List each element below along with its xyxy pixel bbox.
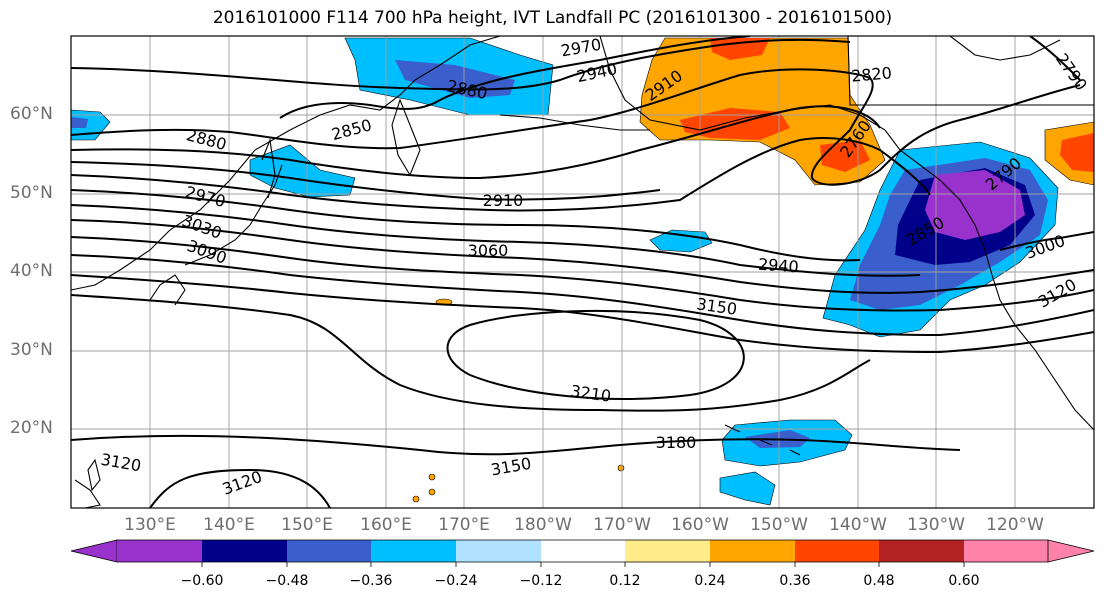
colorbar-swatch: [710, 540, 795, 562]
colorbar-swatch: [456, 540, 541, 562]
lon-label: 140°W: [829, 515, 887, 535]
height-contours: [71, 36, 1094, 508]
lon-label: 130°W: [907, 515, 965, 535]
lat-label: 50°N: [10, 183, 53, 203]
colorbar-extend-high: [1047, 539, 1095, 563]
coast-japan: [184, 164, 283, 266]
contour-label: 2940: [757, 255, 799, 277]
lon-label: 180°W: [514, 515, 572, 535]
colorbar-swatch: [117, 540, 202, 562]
colorbar-tick-label: 0.12: [609, 573, 641, 589]
colorbar-tick-label: 0.48: [863, 573, 895, 589]
lon-label: 150°W: [750, 515, 808, 535]
colorbar-tick-label: −0.36: [349, 573, 393, 589]
lat-label: 60°N: [10, 104, 53, 124]
coast-aleutians: [499, 114, 650, 131]
neg-blob-midpacific: [649, 229, 713, 253]
lat-label: 20°N: [10, 418, 53, 438]
colorbar-tick-label: 0.24: [694, 573, 726, 589]
contour-label: 2820: [850, 63, 892, 85]
contour-3210: [446, 309, 745, 400]
colorbar-tick-label: −0.60: [180, 573, 224, 589]
colorbar-swatch: [541, 540, 625, 562]
lon-label: 130°E: [124, 515, 176, 535]
colorbar-swatch: [964, 540, 1048, 562]
lat-label: 30°N: [10, 340, 53, 360]
colorbar-tick-label: −0.48: [265, 573, 309, 589]
contour-label: 2910: [483, 191, 524, 210]
coast-hawaii: [724, 424, 801, 456]
lon-label: 170°E: [438, 515, 490, 535]
neg-blob-south: [719, 471, 776, 506]
ivt-shading: [71, 37, 1094, 506]
lon-label: 170°W: [593, 515, 651, 535]
lon-label: 160°E: [360, 515, 412, 535]
coast-taiwan: [87, 458, 101, 492]
lon-label: 120°W: [986, 515, 1044, 535]
colorbar-swatch: [879, 540, 964, 562]
colorbar-swatch: [202, 540, 287, 562]
colorbar-swatch: [287, 540, 371, 562]
lon-label: 150°E: [281, 515, 333, 535]
colorbar-swatch: [371, 540, 456, 562]
coast-asia: [71, 36, 501, 291]
lon-label: 140°E: [203, 515, 255, 535]
gridlines: [71, 36, 1094, 508]
figure-title: 2016101000 F114 700 hPa height, IVT Land…: [212, 8, 893, 28]
lon-label: 160°W: [671, 515, 729, 535]
contour-label: 3180: [656, 433, 697, 452]
colorbar-swatch: [795, 540, 879, 562]
contour-label: 3060: [468, 241, 509, 260]
colorbar-tick-label: 0.60: [948, 573, 980, 589]
colorbar-tick-label: −0.24: [434, 573, 478, 589]
neg-blob-northeast-purple: [925, 170, 1025, 240]
colorbar-extend-low: [70, 539, 118, 563]
coast-alaska: [599, 36, 976, 226]
map-frame: [70, 35, 1095, 509]
colorbar-tick-label: −0.12: [519, 573, 563, 589]
coast-korea: [149, 274, 186, 306]
coast-philippines: [74, 479, 101, 508]
lat-label: 40°N: [10, 261, 53, 281]
colorbar-tick-label: 0.36: [779, 573, 811, 589]
colorbar: [70, 539, 1095, 567]
colorbar-swatch: [625, 540, 710, 562]
coast-arctic: [949, 36, 1061, 61]
